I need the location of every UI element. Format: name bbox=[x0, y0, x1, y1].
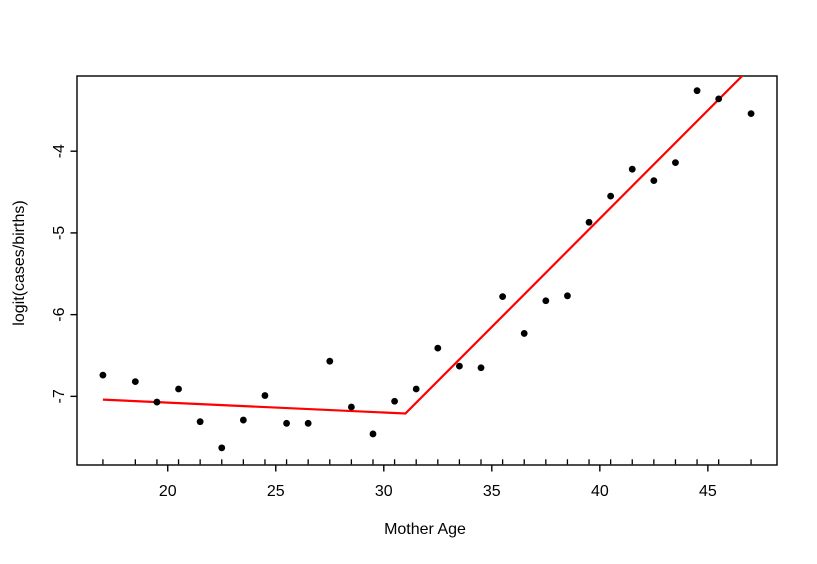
y-axis-tick-label: -4 bbox=[51, 144, 68, 158]
data-point bbox=[434, 344, 442, 352]
data-point bbox=[499, 293, 507, 301]
data-point bbox=[153, 398, 161, 406]
data-point bbox=[391, 397, 398, 405]
data-point bbox=[747, 110, 755, 117]
data-point bbox=[369, 430, 377, 438]
y-axis-tick-label: -7 bbox=[51, 389, 68, 403]
x-axis-ticks: 20 25 30 35 40 45 bbox=[159, 465, 717, 500]
data-point bbox=[99, 371, 107, 379]
x-axis-label: Mother Age bbox=[384, 521, 466, 538]
data-point bbox=[564, 292, 571, 300]
data-point bbox=[693, 87, 701, 95]
y-axis-ticks: -4 -5 -6 -7 bbox=[51, 144, 77, 403]
data-point bbox=[477, 364, 485, 372]
data-point bbox=[520, 330, 528, 337]
data-point bbox=[456, 362, 463, 370]
x-axis-tick-label: 40 bbox=[591, 483, 609, 500]
data-point bbox=[304, 419, 312, 427]
y-axis-label: logit(cases/births) bbox=[11, 200, 28, 325]
y-axis-tick-label: -5 bbox=[51, 226, 68, 240]
data-point bbox=[585, 218, 593, 226]
data-point bbox=[347, 403, 355, 411]
x-axis-tick-label: 35 bbox=[483, 483, 501, 500]
data-point bbox=[239, 416, 247, 424]
x-axis-tick-label: 30 bbox=[375, 483, 393, 500]
data-point bbox=[131, 378, 139, 386]
data-point bbox=[672, 159, 679, 167]
data-point bbox=[196, 418, 204, 426]
x-axis-tick-label: 45 bbox=[699, 483, 717, 500]
data-point bbox=[175, 385, 182, 393]
data-point bbox=[326, 357, 334, 365]
data-point bbox=[607, 192, 615, 200]
x-axis-tick-label: 25 bbox=[267, 483, 285, 500]
data-point bbox=[650, 177, 658, 185]
y-axis-tick-label: -6 bbox=[51, 307, 68, 321]
rug-ticks bbox=[102, 459, 752, 465]
data-point bbox=[628, 165, 636, 173]
fit-line-group bbox=[102, 76, 744, 415]
fit-line bbox=[102, 76, 744, 415]
data-point bbox=[412, 385, 420, 393]
x-axis-tick-label: 20 bbox=[159, 483, 177, 500]
data-points-group bbox=[99, 87, 755, 452]
data-point bbox=[715, 95, 723, 103]
plot-border bbox=[76, 75, 778, 466]
data-point bbox=[261, 392, 269, 399]
data-point bbox=[283, 419, 290, 427]
data-point bbox=[218, 444, 226, 452]
data-point bbox=[542, 297, 550, 305]
